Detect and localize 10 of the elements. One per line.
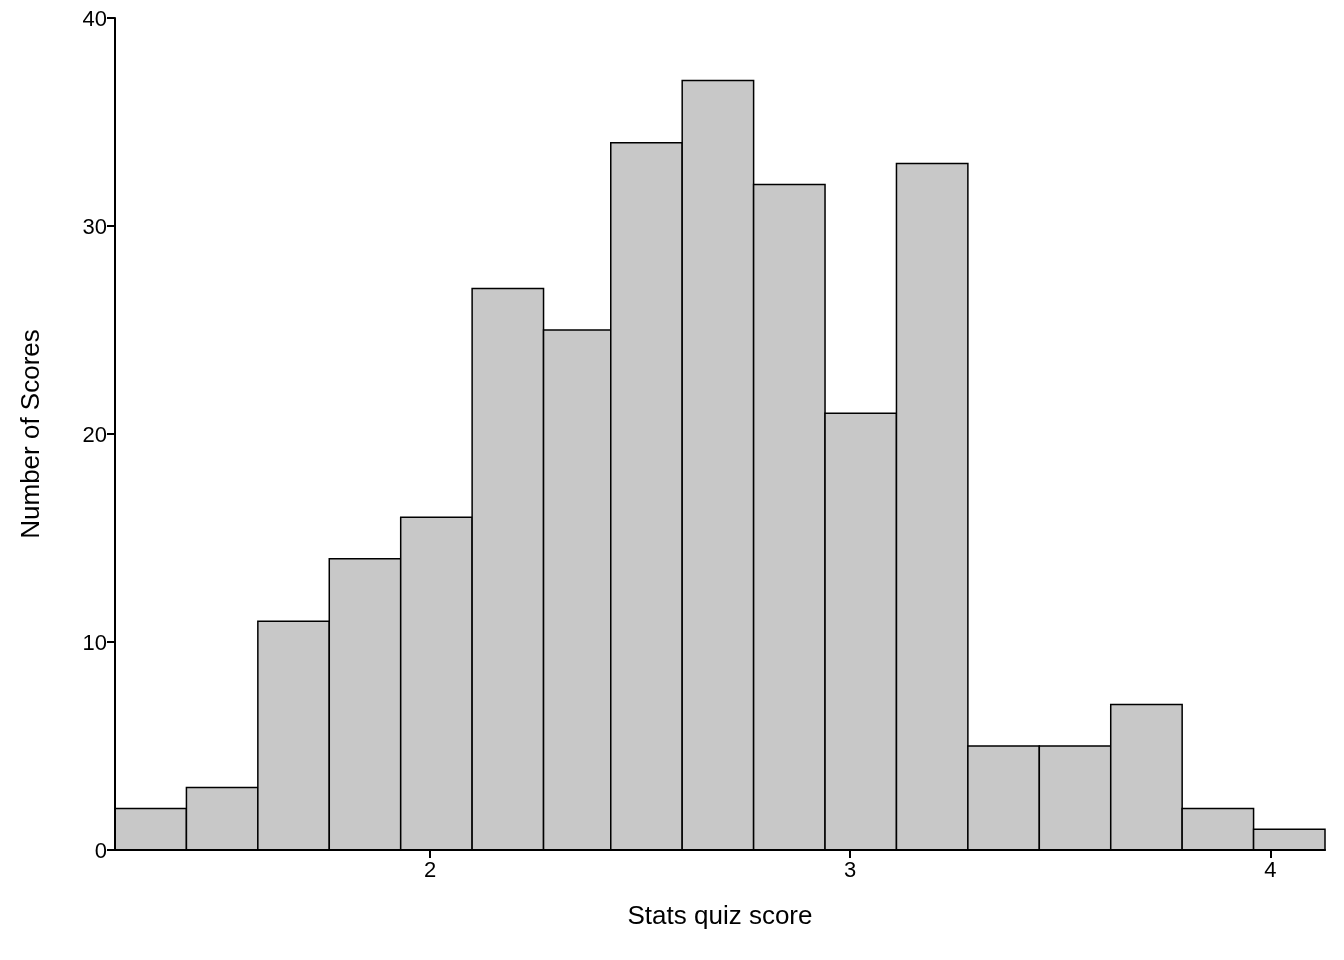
x-tick-label: 3 — [844, 856, 857, 882]
y-tick-label: 10 — [82, 629, 107, 655]
y-axis-title: Number of Scores — [15, 329, 45, 539]
y-tick-label: 20 — [82, 421, 107, 447]
x-axis-title: Stats quiz score — [627, 900, 813, 930]
y-tick-label: 0 — [94, 837, 107, 863]
x-tick-label: 2 — [423, 856, 437, 882]
y-tick-label: 30 — [82, 213, 107, 239]
x-tick-label: 4 — [1264, 856, 1277, 882]
y-tick-label: 40 — [82, 5, 107, 31]
